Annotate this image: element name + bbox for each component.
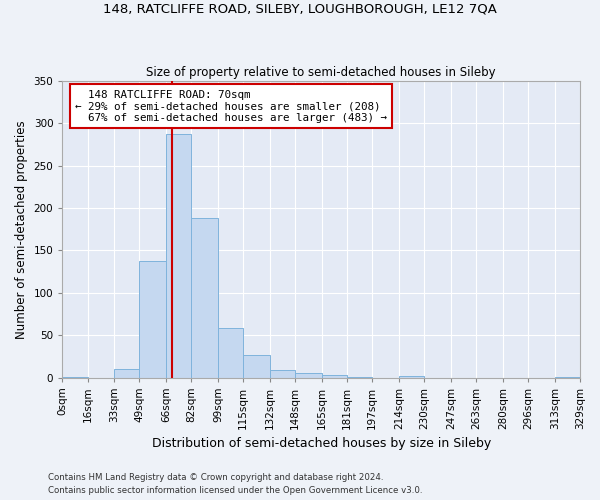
Bar (322, 375, 347, 378)
Bar (62, 376, 88, 378)
Bar (243, 354, 270, 378)
Bar (555, 376, 580, 378)
Bar (139, 260, 166, 378)
Bar (399, 376, 424, 378)
Bar (218, 328, 243, 378)
Bar (191, 218, 218, 378)
Y-axis label: Number of semi-detached properties: Number of semi-detached properties (15, 120, 28, 338)
Bar (295, 374, 322, 378)
X-axis label: Distribution of semi-detached houses by size in Sileby: Distribution of semi-detached houses by … (152, 437, 491, 450)
Bar (166, 134, 191, 378)
Bar (270, 370, 295, 378)
Text: 148, RATCLIFFE ROAD, SILEBY, LOUGHBOROUGH, LE12 7QA: 148, RATCLIFFE ROAD, SILEBY, LOUGHBOROUG… (103, 2, 497, 16)
Title: Size of property relative to semi-detached houses in Sileby: Size of property relative to semi-detach… (146, 66, 496, 78)
Text: Contains HM Land Registry data © Crown copyright and database right 2024.
Contai: Contains HM Land Registry data © Crown c… (48, 474, 422, 495)
Text: 148 RATCLIFFE ROAD: 70sqm
← 29% of semi-detached houses are smaller (208)
  67% : 148 RATCLIFFE ROAD: 70sqm ← 29% of semi-… (75, 90, 387, 122)
Bar (114, 369, 139, 378)
Bar (347, 376, 373, 378)
